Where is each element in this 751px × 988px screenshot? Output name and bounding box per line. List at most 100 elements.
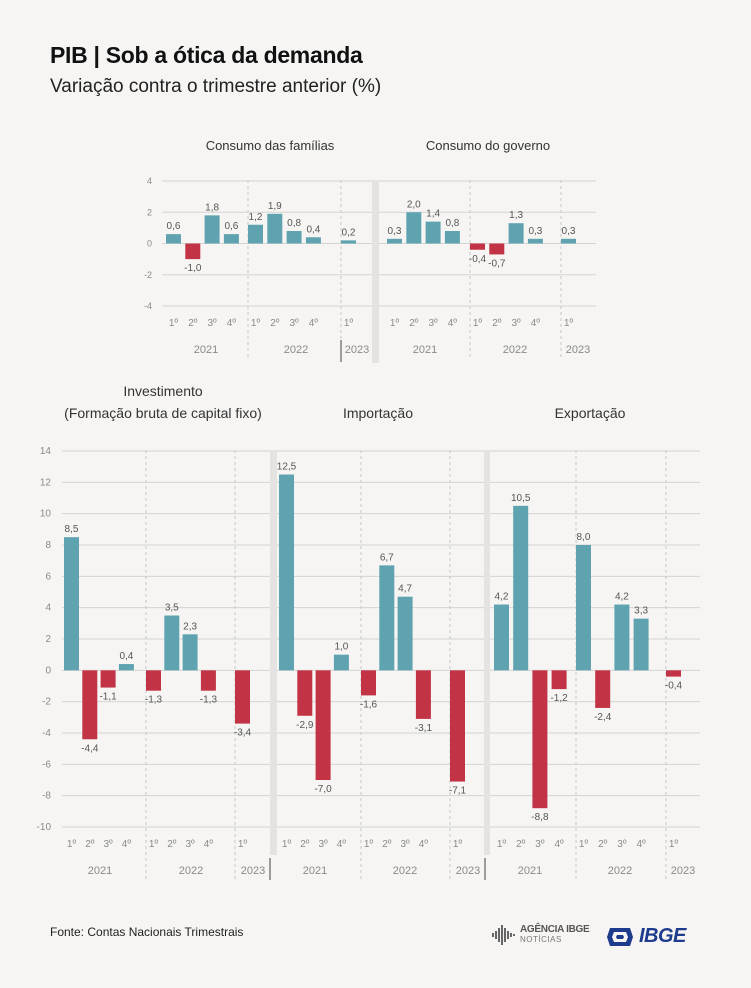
bar bbox=[146, 670, 161, 691]
data-label: 0,3 bbox=[562, 226, 576, 237]
bar bbox=[305, 237, 321, 244]
year-label: 2021 bbox=[303, 865, 327, 877]
data-label: -1,0 bbox=[184, 263, 202, 274]
data-label: -7,0 bbox=[314, 784, 332, 795]
bar bbox=[387, 238, 402, 244]
quarter-label: 4º bbox=[227, 318, 237, 329]
quarter-label: 1º bbox=[238, 839, 248, 850]
panel-title: Importação bbox=[343, 405, 413, 421]
ibge-name: IBGE bbox=[639, 925, 686, 947]
data-label: 0,6 bbox=[224, 221, 238, 232]
data-label: 0,3 bbox=[388, 226, 402, 237]
bar bbox=[508, 223, 524, 244]
year-label: 2021 bbox=[413, 344, 437, 356]
y-tick-label: -10 bbox=[37, 822, 52, 833]
data-label: 0,8 bbox=[287, 218, 301, 229]
panel-title: Investimento bbox=[123, 383, 203, 399]
data-label: -2,9 bbox=[296, 720, 314, 731]
bar bbox=[118, 664, 134, 671]
year-label: 2023 bbox=[456, 865, 480, 877]
data-label: 4,2 bbox=[615, 592, 629, 603]
y-tick-label: 6 bbox=[45, 571, 51, 582]
quarter-label: 1º bbox=[251, 318, 261, 329]
bar bbox=[100, 670, 116, 688]
y-tick-label: 8 bbox=[45, 540, 51, 551]
agencia-ibge-icon bbox=[492, 925, 515, 945]
y-tick-label: 4 bbox=[45, 603, 51, 614]
data-label: -3,1 bbox=[415, 723, 433, 734]
quarter-label: 1º bbox=[344, 318, 354, 329]
data-label: 3,3 bbox=[634, 606, 648, 617]
panel-title-line2: (Formação bruta de capital fixo) bbox=[64, 405, 262, 421]
year-label: 2021 bbox=[194, 344, 218, 356]
data-label: 0,6 bbox=[167, 221, 181, 232]
bar bbox=[415, 670, 431, 719]
year-label: 2022 bbox=[284, 344, 308, 356]
bar bbox=[64, 537, 79, 671]
bar bbox=[527, 238, 543, 244]
data-label: 1,2 bbox=[249, 212, 263, 223]
data-label: 0,3 bbox=[528, 226, 542, 237]
data-label: 12,5 bbox=[277, 462, 297, 473]
agencia-ibge-logo: AGÊNCIA IBGE NOTÍCIAS bbox=[492, 924, 590, 946]
bar bbox=[513, 505, 529, 671]
year-label: 2022 bbox=[503, 344, 527, 356]
bar bbox=[267, 213, 283, 244]
bar bbox=[164, 615, 180, 671]
y-tick-label: -6 bbox=[42, 759, 51, 770]
bar bbox=[223, 234, 239, 244]
year-label: 2021 bbox=[88, 865, 112, 877]
y-tick-label: 14 bbox=[40, 446, 52, 457]
data-label: -0,7 bbox=[488, 258, 506, 269]
data-label: 0,8 bbox=[445, 218, 459, 229]
bar bbox=[82, 670, 98, 740]
y-tick-label: -8 bbox=[42, 791, 51, 802]
data-label: 2,3 bbox=[183, 621, 197, 632]
bar bbox=[166, 234, 181, 244]
y-tick-label: -4 bbox=[144, 301, 152, 311]
quarter-label: 1º bbox=[364, 839, 374, 850]
quarter-label: 3º bbox=[185, 839, 195, 850]
y-tick-label: 10 bbox=[40, 509, 52, 520]
quarter-label: 1º bbox=[473, 318, 483, 329]
bar bbox=[315, 670, 331, 780]
data-label: 0,4 bbox=[306, 224, 320, 235]
y-tick-label: -2 bbox=[144, 270, 152, 280]
data-label: 2,0 bbox=[407, 199, 421, 210]
bar bbox=[489, 243, 505, 255]
data-label: 1,8 bbox=[205, 202, 219, 213]
data-label: -0,4 bbox=[469, 254, 487, 265]
quarter-label: 2º bbox=[382, 839, 392, 850]
data-label: -8,8 bbox=[531, 812, 549, 823]
y-tick-label: 12 bbox=[40, 477, 52, 488]
y-tick-label: -2 bbox=[42, 697, 51, 708]
data-label: -4,4 bbox=[81, 743, 99, 754]
quarter-label: 4º bbox=[419, 839, 429, 850]
bar bbox=[494, 604, 509, 671]
bar bbox=[406, 212, 422, 244]
year-label: 2022 bbox=[179, 865, 203, 877]
data-label: -0,4 bbox=[665, 681, 683, 692]
year-label: 2023 bbox=[671, 865, 695, 877]
data-label: -7,1 bbox=[449, 786, 467, 797]
y-tick-label: 0 bbox=[147, 239, 152, 249]
quarter-label: 1º bbox=[67, 839, 77, 850]
bar bbox=[532, 670, 548, 809]
quarter-label: 1º bbox=[497, 839, 507, 850]
quarter-label: 2º bbox=[167, 839, 177, 850]
bar bbox=[341, 240, 356, 244]
year-label: 2023 bbox=[345, 344, 369, 356]
data-label: 4,7 bbox=[398, 584, 412, 595]
quarter-label: 3º bbox=[207, 318, 217, 329]
quarter-label: 2º bbox=[270, 318, 280, 329]
quarter-label: 2º bbox=[300, 839, 310, 850]
year-label: 2023 bbox=[241, 865, 265, 877]
quarter-label: 3º bbox=[428, 318, 438, 329]
bar bbox=[425, 221, 441, 244]
bar bbox=[561, 238, 576, 244]
bar bbox=[666, 670, 681, 677]
bar bbox=[185, 243, 201, 260]
quarter-label: 1º bbox=[282, 839, 292, 850]
bar bbox=[297, 670, 313, 716]
ibge-logo: IBGE bbox=[606, 925, 686, 948]
